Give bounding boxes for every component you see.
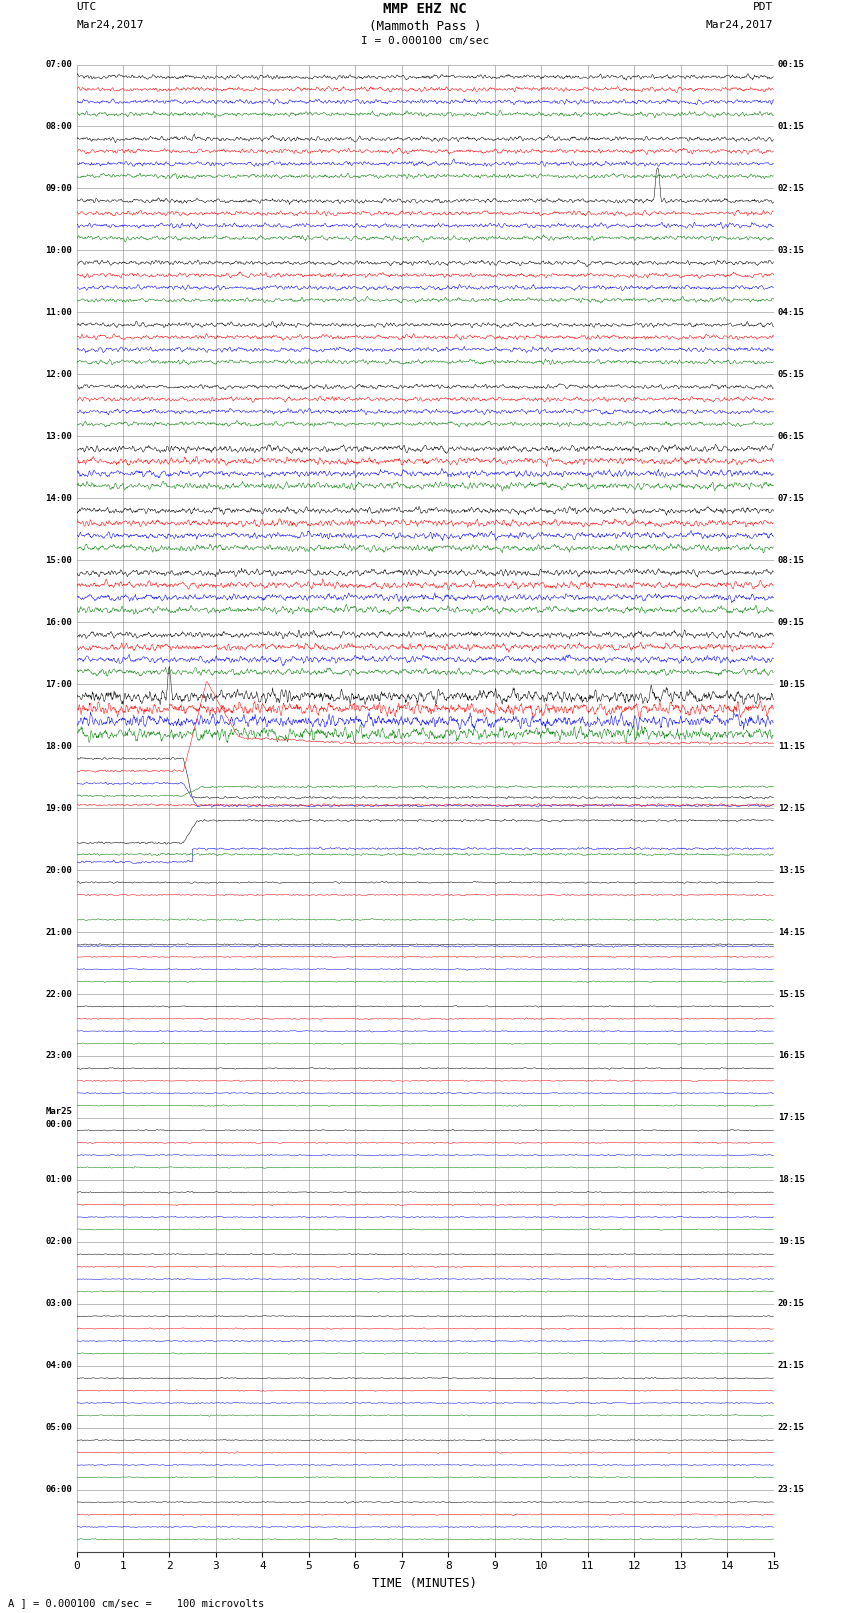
Text: 19:00: 19:00 bbox=[45, 803, 72, 813]
Text: 01:15: 01:15 bbox=[778, 123, 805, 131]
Text: 06:00: 06:00 bbox=[45, 1486, 72, 1494]
Text: 03:15: 03:15 bbox=[778, 245, 805, 255]
Text: 13:15: 13:15 bbox=[778, 866, 805, 874]
Text: 15:00: 15:00 bbox=[45, 556, 72, 565]
Text: Mar24,2017: Mar24,2017 bbox=[76, 19, 144, 31]
Text: 02:00: 02:00 bbox=[45, 1237, 72, 1247]
Text: 18:00: 18:00 bbox=[45, 742, 72, 750]
Text: 10:15: 10:15 bbox=[778, 679, 805, 689]
Text: I = 0.000100 cm/sec: I = 0.000100 cm/sec bbox=[361, 37, 489, 47]
Text: 19:15: 19:15 bbox=[778, 1237, 805, 1247]
Text: 08:00: 08:00 bbox=[45, 123, 72, 131]
Text: A ] = 0.000100 cm/sec =    100 microvolts: A ] = 0.000100 cm/sec = 100 microvolts bbox=[8, 1598, 264, 1608]
Text: 15:15: 15:15 bbox=[778, 989, 805, 998]
Text: PDT: PDT bbox=[753, 3, 774, 13]
Text: Mar25: Mar25 bbox=[45, 1107, 72, 1116]
Text: 11:15: 11:15 bbox=[778, 742, 805, 750]
Text: 02:15: 02:15 bbox=[778, 184, 805, 194]
Text: 17:00: 17:00 bbox=[45, 679, 72, 689]
Text: 10:00: 10:00 bbox=[45, 245, 72, 255]
Text: 11:00: 11:00 bbox=[45, 308, 72, 316]
Text: 18:15: 18:15 bbox=[778, 1176, 805, 1184]
Text: UTC: UTC bbox=[76, 3, 97, 13]
Text: 21:15: 21:15 bbox=[778, 1361, 805, 1371]
Text: 12:00: 12:00 bbox=[45, 369, 72, 379]
Text: 16:00: 16:00 bbox=[45, 618, 72, 627]
Text: 12:15: 12:15 bbox=[778, 803, 805, 813]
Text: 14:15: 14:15 bbox=[778, 927, 805, 937]
Text: 04:00: 04:00 bbox=[45, 1361, 72, 1371]
Text: 20:15: 20:15 bbox=[778, 1300, 805, 1308]
Text: 21:00: 21:00 bbox=[45, 927, 72, 937]
Text: 06:15: 06:15 bbox=[778, 432, 805, 440]
Text: 22:15: 22:15 bbox=[778, 1423, 805, 1432]
Text: 23:15: 23:15 bbox=[778, 1486, 805, 1494]
Text: 14:00: 14:00 bbox=[45, 494, 72, 503]
Text: Mar24,2017: Mar24,2017 bbox=[706, 19, 774, 31]
Text: 07:15: 07:15 bbox=[778, 494, 805, 503]
Text: 00:00: 00:00 bbox=[45, 1119, 72, 1129]
Text: 17:15: 17:15 bbox=[778, 1113, 805, 1123]
Text: 23:00: 23:00 bbox=[45, 1052, 72, 1060]
Text: MMP EHZ NC: MMP EHZ NC bbox=[383, 3, 467, 16]
Text: 20:00: 20:00 bbox=[45, 866, 72, 874]
Text: 03:00: 03:00 bbox=[45, 1300, 72, 1308]
Text: 05:00: 05:00 bbox=[45, 1423, 72, 1432]
Text: 00:15: 00:15 bbox=[778, 60, 805, 69]
Text: (Mammoth Pass ): (Mammoth Pass ) bbox=[369, 19, 481, 34]
X-axis label: TIME (MINUTES): TIME (MINUTES) bbox=[372, 1578, 478, 1590]
Text: 04:15: 04:15 bbox=[778, 308, 805, 316]
Text: 09:00: 09:00 bbox=[45, 184, 72, 194]
Text: 13:00: 13:00 bbox=[45, 432, 72, 440]
Text: 08:15: 08:15 bbox=[778, 556, 805, 565]
Text: 01:00: 01:00 bbox=[45, 1176, 72, 1184]
Text: 07:00: 07:00 bbox=[45, 60, 72, 69]
Text: 05:15: 05:15 bbox=[778, 369, 805, 379]
Text: 16:15: 16:15 bbox=[778, 1052, 805, 1060]
Text: 09:15: 09:15 bbox=[778, 618, 805, 627]
Text: 22:00: 22:00 bbox=[45, 989, 72, 998]
